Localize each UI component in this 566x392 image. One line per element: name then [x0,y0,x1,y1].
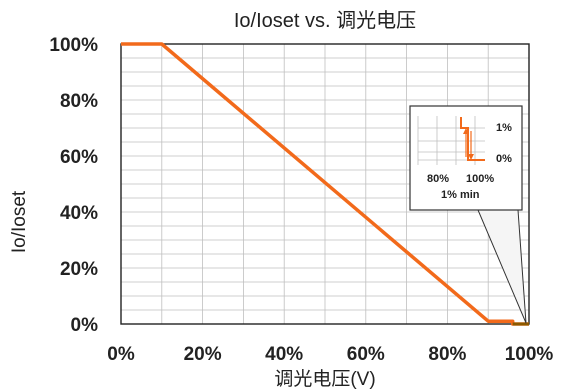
y-tick-label: 20% [60,259,98,280]
chart-title: Io/Ioset vs. 调光电压 [234,9,416,32]
inset-label-min: 1% min [441,189,480,201]
y-tick-label: 0% [71,315,99,336]
tick-labels: 0%20%40%60%80%100%0% 20% 40% 60% 80% 100% [49,35,553,365]
x-tick-label: 0% [107,344,135,365]
series [121,42,529,326]
inset-up-arrowhead [463,128,469,134]
y-axis-label: Io/Ioset [9,190,30,253]
y-tick-label: 40% [60,203,98,224]
y-tick-label: 60% [60,147,98,168]
x-tick-label: 60% [347,344,385,365]
y-tick-label: 80% [60,91,98,112]
inset-label-100pct: 100% [466,173,494,185]
inset-down-arrowhead [468,154,474,160]
inset-grid [417,116,485,165]
inset-box [409,105,523,211]
inset-label-1pct: 1% [496,122,512,134]
inset-curve [460,117,485,161]
x-tick-label: 100% [505,344,554,365]
y-tick-label: 100% [49,35,98,56]
grid [121,44,529,324]
inset-label-0pct: 0% [496,153,512,165]
x-tick-label: 80% [428,344,466,365]
plot-area-border [120,43,530,325]
inset: 1% 0% 80% 100% 1% min [409,105,523,211]
x-axis-label: 调光电压(V) [274,368,375,390]
callout-pointer [477,209,527,324]
inset-label-80pct: 80% [427,173,449,185]
x-tick-label: 40% [265,344,303,365]
x-tick-label: 20% [184,344,222,365]
